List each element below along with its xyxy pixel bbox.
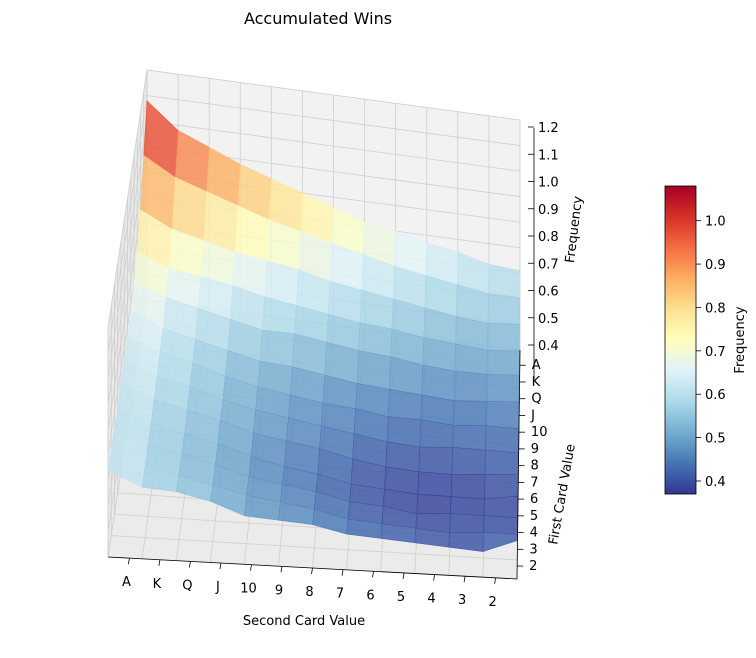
x-tick-label: 4 [427,592,435,607]
surface-patch [484,449,519,475]
chart-title: Accumulated Wins [244,9,392,28]
z-tick-label: 0.5 [538,312,559,327]
x-tick [494,577,497,584]
x-tick [250,564,252,571]
x-tick [219,563,222,570]
x-tick [463,576,466,583]
x-tick [280,566,283,573]
z-tick-label: 0.6 [538,285,559,300]
colorbar-tick-label: 0.8 [705,301,726,316]
surface-patch [449,513,485,534]
colorbar-tick-label: 1.0 [705,215,726,230]
surface-patch [453,400,487,426]
grid-line-z [107,69,521,328]
z-tick-label: 0.4 [538,339,559,354]
y-tick-label: 5 [530,509,538,524]
colorbar-tick-label: 0.6 [705,388,726,403]
surface-patch [452,425,487,451]
surface-patch [450,474,486,500]
grid-line-z [107,95,521,353]
x-tick-label: 8 [305,585,313,600]
surface-patch [356,350,391,390]
axes: A K Q J 10 9 8 7 6 5 4 3 22345678910JQKA0.40.50.60.7… [107,121,559,610]
x-tick-label: 6 [366,588,374,603]
z-tick-label: 0.8 [538,230,559,245]
surface-patch [486,374,520,403]
y-tick-label: J [530,408,535,423]
surface-patch [487,322,520,352]
x-tick-label: 3 [458,593,466,608]
colorbar-tick-label: 0.9 [705,258,726,273]
x-tick-label: 10 [240,582,257,597]
surface [107,100,521,552]
colorbar-tick-label: 0.5 [705,432,726,447]
z-tick-label: 0.7 [538,257,559,272]
y-tick-label: 6 [530,492,538,507]
y-tick-label: K [532,375,541,390]
x-tick-label: 9 [275,583,283,598]
surface-patch [486,349,520,376]
y-axis-label: First Card Value [546,443,578,546]
colorbar-gradient [664,185,697,495]
surface-patch [416,493,452,514]
x-tick-label: 2 [488,595,496,610]
surface-patch [485,425,519,454]
y-tick-label: 8 [530,459,538,474]
surface-patch [483,495,519,519]
surface-patch [483,515,518,535]
surface-patch [418,446,453,475]
z-tick-label: 1.1 [538,148,559,163]
x-tick [311,567,313,575]
y-tick-label: 4 [530,526,538,541]
surface-patch [259,329,295,368]
x-tick-label: A [122,575,131,590]
z-tick-label: 0.9 [538,203,559,218]
x-tick [372,571,374,578]
x-tick-label: 7 [336,587,344,602]
y-axis-line [516,349,521,580]
y-tick-label: Q [531,392,541,407]
surface-patch [484,474,519,500]
y-tick-label: 7 [530,475,538,490]
x-tick [341,569,344,576]
z-tick-label: 1.0 [538,176,559,191]
colorbar-tick-label: 0.7 [705,345,726,360]
surface-patch [421,364,456,401]
x-axis-label: Second Card Value [243,614,365,629]
surface-patch [387,388,423,420]
y-tick-label: 9 [531,442,539,457]
z-tick-label: 1.2 [538,121,559,136]
x-tick-label: J [215,580,220,595]
x-tick-label: Q [182,578,192,593]
colorbar: 0.4 0.5 0.6 0.7 0.8 0.9 1.0 Frequency [664,185,748,495]
colorbar-label: Frequency [733,306,748,373]
x-tick-label: 5 [397,590,405,605]
surface-patch [450,496,485,516]
x-tick [433,574,435,581]
surface-patch [487,293,521,325]
surface-patch [453,370,488,402]
x-tick [158,559,161,566]
y-tick-label: A [532,358,541,373]
y-tick-label: 10 [531,425,548,440]
z-axis-label: Frequency [563,195,586,264]
x-tick-label: K [153,577,162,592]
surface-patch [485,401,520,429]
x-tick [402,572,405,579]
x-tick [127,558,130,565]
colorbar-tick-label: 0.4 [705,475,726,490]
surface-patch [451,447,486,475]
x-tick [189,561,191,568]
surface-patch [417,471,453,497]
colorbar-ticks: 0.4 0.5 0.6 0.7 0.8 0.9 1.0 [696,215,726,490]
y-tick-label: 3 [529,542,537,557]
y-tick-label: 2 [529,559,537,574]
